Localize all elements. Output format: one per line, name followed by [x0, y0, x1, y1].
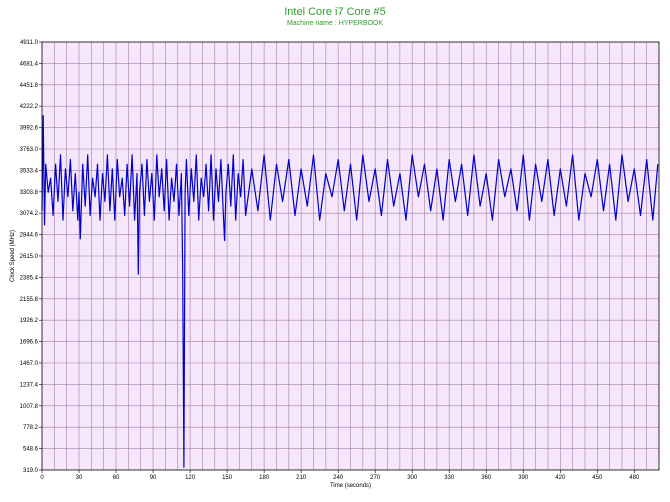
y-tick-label: 2844.6	[20, 233, 39, 239]
x-tick-label: 360	[481, 475, 492, 481]
y-tick-label: 3992.6	[20, 126, 39, 132]
chart-subtitle: Machine name : HYPERBOOK	[286, 20, 384, 27]
x-tick-label: 240	[333, 475, 344, 481]
y-tick-label: 3533.4	[20, 168, 39, 174]
y-tick-label: 319.0	[23, 468, 39, 474]
y-tick-label: 1237.4	[20, 382, 39, 388]
y-tick-label: 1696.6	[20, 340, 39, 346]
x-tick-label: 390	[518, 475, 529, 481]
x-tick-label: 150	[222, 475, 233, 481]
y-tick-label: 2615.0	[20, 254, 39, 260]
x-tick-label: 30	[76, 475, 83, 481]
x-tick-label: 300	[407, 475, 418, 481]
y-tick-label: 3303.8	[20, 190, 39, 196]
y-tick-label: 548.6	[23, 447, 39, 453]
y-axis-label: Clock Speed (MHz)	[10, 230, 16, 282]
x-tick-label: 450	[592, 475, 603, 481]
y-tick-label: 4911.0	[20, 40, 39, 46]
y-tick-label: 2385.4	[20, 275, 39, 281]
x-tick-label: 120	[185, 475, 196, 481]
y-tick-label: 3763.0	[20, 147, 39, 153]
x-tick-label: 0	[40, 475, 44, 481]
x-tick-label: 60	[113, 475, 120, 481]
y-tick-label: 2155.8	[20, 297, 39, 303]
series-line	[41, 115, 659, 468]
y-tick-labels: 4911.0 4681.4 4451.8 4222.2 3992.6 3763.0 3533…	[20, 40, 42, 474]
x-tick-label: 420	[555, 475, 566, 481]
series-layer	[41, 115, 659, 468]
x-tick-label: 210	[296, 475, 307, 481]
y-tick-label: 1926.2	[20, 318, 39, 324]
y-tick-label: 1467.0	[20, 361, 39, 367]
y-tick-label: 4451.8	[20, 83, 39, 89]
x-axis-label: Time (seconds)	[330, 483, 371, 489]
grid-lines	[42, 42, 659, 470]
x-tick-label: 330	[444, 475, 455, 481]
x-tick-label: 180	[259, 475, 270, 481]
x-tick-labels: 0 30 60 90 120 150 180 210 240 270 300 330 360 390 420…	[40, 470, 640, 481]
y-tick-label: 4681.4	[20, 61, 39, 67]
x-tick-label: 90	[150, 475, 157, 481]
chart-title: Intel Core i7 Core #5	[284, 6, 386, 18]
y-tick-label: 778.2	[23, 425, 39, 431]
y-tick-label: 4222.2	[20, 104, 39, 110]
x-tick-label: 270	[370, 475, 381, 481]
y-tick-label: 1007.8	[20, 404, 39, 410]
x-tick-label: 480	[629, 475, 640, 481]
y-tick-label: 3074.2	[20, 211, 39, 217]
